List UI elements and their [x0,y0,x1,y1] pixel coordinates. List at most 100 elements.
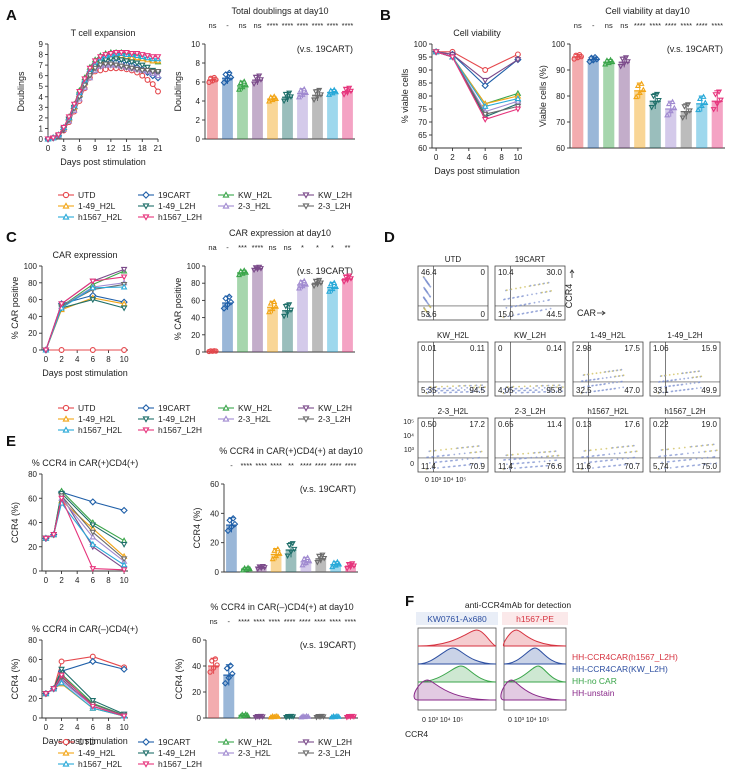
flow-event-dot [582,456,584,458]
bar-19CART [587,59,599,148]
flow-event-dot [664,454,667,457]
x-tick-label: 8 [499,153,504,162]
flow-event-dot [480,450,483,453]
flow-event-dot [469,388,472,391]
replicate-h1567_L2H [346,85,353,92]
replicate-2-3_H2L [304,554,311,560]
x-tick-label: 6 [483,153,488,162]
flow-event-dot [429,295,432,298]
flow-event-dot [553,384,555,387]
quadrant-q4: 70.7 [624,462,640,471]
histogram-frame-2 [503,627,567,711]
flow-event-dot [595,372,598,375]
legend-marker-1-49_L2H [142,416,150,423]
significance-2-3_H2L: **** [300,461,312,470]
flow-event-dot [558,384,561,387]
legend-label-h1567_L2H: h1567_L2H [158,759,202,769]
x-tick-label: 12 [106,144,115,153]
flow-event-dot [542,300,545,302]
replicate-1-49_L2H [284,553,291,559]
panel-letter-b: B [380,7,391,24]
point-h1567_L2H [117,49,125,56]
y-tick-label: 20 [210,539,219,548]
flow-event-dot [610,388,613,390]
flow-event-dot [672,373,675,376]
flow-plot-1-49_L2H: 1-49_L2H 1.06 15.9 33.1 49.9 [649,331,721,397]
flow-event-dot [549,307,552,310]
y-tick-label: 6 [39,72,44,81]
flow-event-dot [715,462,718,464]
point-KW_L2H [120,266,128,273]
flow-event-dot [434,449,437,452]
replicate-h1567_H2L [332,713,339,720]
flow-event-dot [432,392,435,394]
flow-event-dot [622,445,625,448]
legend-a: UTD 19CART KW_H2L KW_L2H 1-49_H2L 1-49_L2H 2-3… [58,190,352,222]
histogram-curve-0 [417,629,497,647]
flow-event-dot [522,462,525,464]
flow-event-dot [587,455,590,458]
x-tick-label: 3 [61,144,66,153]
flow-event-dot [598,466,601,468]
quadrant-q1: 0.65 [498,420,514,429]
panel-letter-f: F [405,593,414,610]
flow-y-tick: 10⁵ [403,419,414,426]
flow-event-dot [517,462,520,465]
legend-label-UTD: UTD [78,737,95,747]
flow-event-dot [630,450,633,453]
flow-event-dot [679,378,681,381]
point-h1567_H2L [120,561,128,568]
flow-event-dot [706,456,709,459]
point-h1567_L2H [70,101,78,108]
chart-title: Cell viability [453,28,501,38]
flow-event-dot [622,386,625,389]
replicate-h1567_L2H [342,274,349,280]
replicate-1-49_L2H [286,90,293,97]
series-line-KW_H2L [45,270,125,351]
chart-title: T cell expansion [71,28,136,38]
series-line-1-49_H2L [45,297,125,351]
panel-letter-a: A [6,7,17,24]
flow-event-dot [683,377,686,380]
point-2-3_H2L [89,533,97,540]
flow-event-dot [440,389,443,392]
flow-event-dot [547,384,550,387]
chart-title: Total doublings at day10 [231,6,328,16]
flow-event-dot [621,457,624,460]
flow-event-dot [437,455,440,457]
flow-event-dot [600,383,602,386]
point-2-3_L2H [89,529,97,536]
flow-event-dot [440,460,443,463]
point-1-49_L2H [112,56,120,63]
replicate-1-49_L2H [287,94,294,100]
flow-event-dot [630,463,632,465]
point-h1567_L2H [91,58,99,65]
flow-event-dot [624,463,627,466]
flow-event-dot [599,371,602,374]
y-tick-label: 0 [33,346,38,355]
legend-label-1-49_L2H: 1-49_L2H [158,414,195,424]
flow-event-dot [591,372,594,375]
x-tick-label: 10 [120,576,129,585]
y-axis-label: CCR4 (%) [192,507,202,548]
point-UTD [89,347,96,353]
quadrant-q2: 0.11 [470,344,486,353]
flow-event-dot [458,453,461,455]
point-h1567_H2L [120,283,128,290]
flow-event-dot [547,281,550,284]
flow-event-dot [510,388,512,390]
flow-event-dot [443,391,446,394]
flow-event-dot [452,385,454,388]
bar-19CART [226,525,237,572]
flow-event-dot [534,389,537,392]
replicate-h1567_L2H [345,561,352,568]
point-KW_L2H [514,57,522,64]
flow-event-dot [453,453,456,456]
flow-event-dot [584,461,586,464]
x-tick-label: 10 [120,723,129,732]
flow-event-dot [463,452,466,455]
point-h1567_L2H [449,54,456,61]
legend-marker-19CART [142,404,150,412]
flow-event-dot [601,377,604,380]
